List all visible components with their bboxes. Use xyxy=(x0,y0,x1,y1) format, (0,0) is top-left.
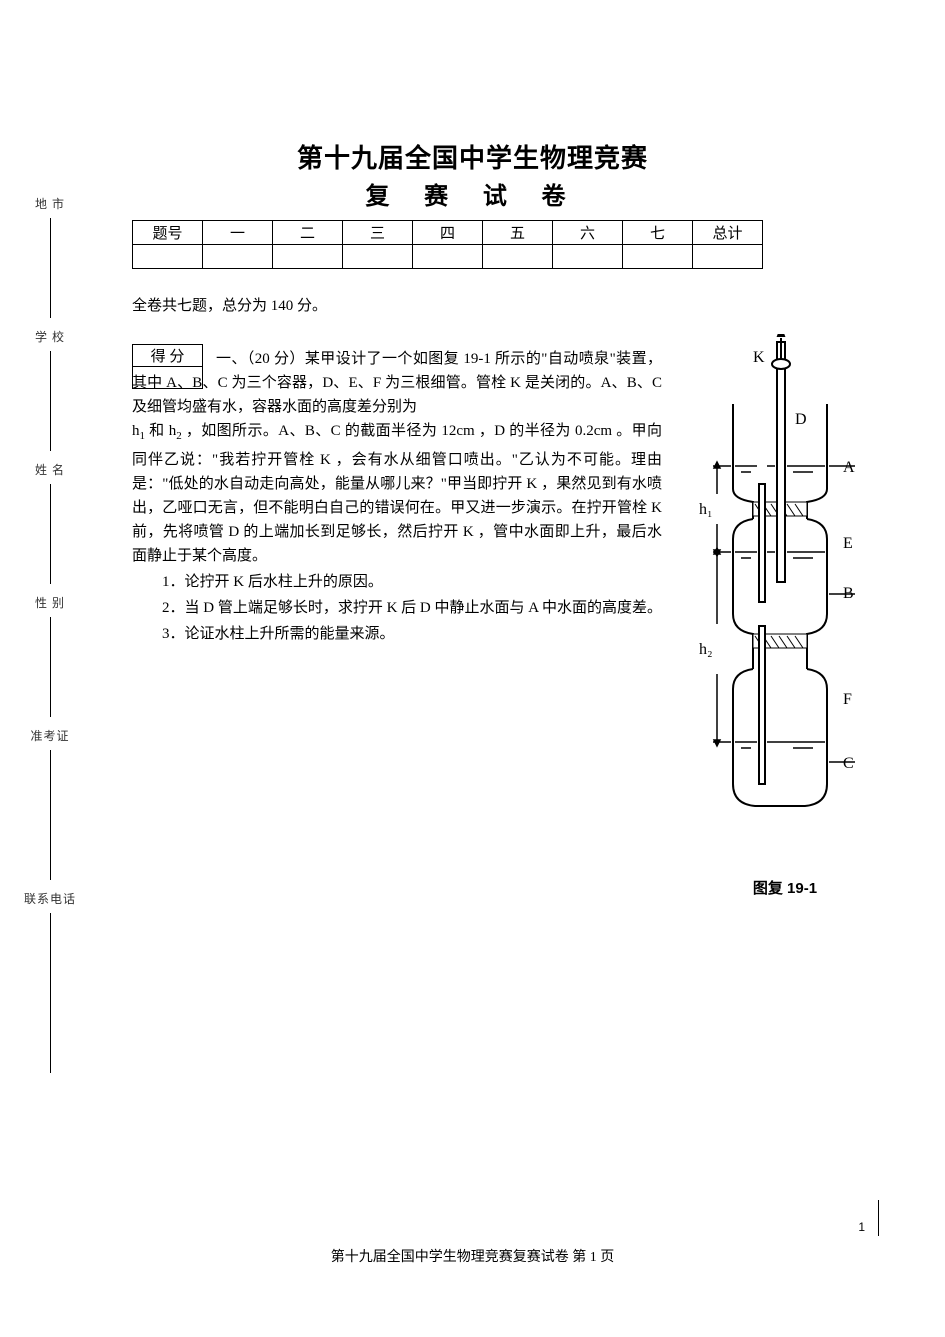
side-rule xyxy=(50,750,51,880)
side-rule xyxy=(50,351,51,451)
var-h: h xyxy=(132,423,140,439)
side-label: 联系电话 xyxy=(24,890,76,907)
lead-part: 一、（20 分）某甲设计了一个如图复 19-1 所示的"自动喷泉"装置，其中 A… xyxy=(132,351,662,415)
question-lead2: h1 和 h2 ，如图所示。A、B、C 的截面半径为 12cm ，D 的半径为 … xyxy=(132,419,662,568)
side-label: 学 校 xyxy=(35,328,65,345)
page: 地 市 学 校 姓 名 性 别 准考证 联系电话 第十九届全国中学生物理竞赛 复… xyxy=(0,0,945,1337)
header-cell: 二 xyxy=(273,221,343,245)
label-C: C xyxy=(843,755,854,772)
label-D: D xyxy=(795,411,807,428)
side-rule xyxy=(50,617,51,717)
header-cell: 三 xyxy=(343,221,413,245)
header-cell: 总计 xyxy=(693,221,763,245)
header-cell: 题号 xyxy=(133,221,203,245)
score-table: 题号 一 二 三 四 五 六 七 总计 xyxy=(132,220,763,269)
lead-part: ，如图所示。A、B、C 的截面半径为 12cm ，D 的半径为 0.2cm 。甲… xyxy=(132,423,662,564)
score-cell xyxy=(203,245,273,269)
label-K: K xyxy=(753,349,765,366)
side-rule xyxy=(50,913,51,1073)
side-item: 联系电话 xyxy=(30,890,70,1073)
score-cell xyxy=(483,245,553,269)
label-F: F xyxy=(843,691,852,708)
question-item: 2．当 D 管上端足够长时，求拧开 K 后 D 中静止水面与 A 中水面的高度差… xyxy=(132,596,662,620)
score-cell xyxy=(553,245,623,269)
info-line: 全卷共七题，总分为 140 分。 xyxy=(132,294,327,315)
side-label: 准考证 xyxy=(30,727,69,744)
header-cell: 七 xyxy=(623,221,693,245)
label-h1: h₁ xyxy=(699,501,713,518)
score-cell xyxy=(133,245,203,269)
header-cell: 五 xyxy=(483,221,553,245)
score-cell xyxy=(273,245,343,269)
label-A: A xyxy=(843,459,855,476)
score-cell xyxy=(413,245,483,269)
header-cell: 一 xyxy=(203,221,273,245)
page-number: 1 xyxy=(858,1220,865,1234)
score-cell xyxy=(693,245,763,269)
figure: K D A E B F C h₁ h₂ 图复 19-1 xyxy=(695,334,875,898)
title-sub: 复 赛 试 卷 xyxy=(0,176,945,211)
page-footer: 第十九届全国中学生物理竞赛复赛试卷 第 1 页 xyxy=(0,1246,945,1266)
table-row: 题号 一 二 三 四 五 六 七 总计 xyxy=(133,221,763,245)
side-item: 地 市 xyxy=(30,195,70,318)
side-item: 性 别 xyxy=(30,594,70,717)
header-cell: 四 xyxy=(413,221,483,245)
side-item: 准考证 xyxy=(30,727,70,880)
side-rule xyxy=(50,218,51,318)
side-rule xyxy=(50,484,51,584)
label-E: E xyxy=(843,535,853,552)
table-row xyxy=(133,245,763,269)
side-item: 学 校 xyxy=(30,328,70,451)
question-item: 1．论拧开 K 后水柱上升的原因。 xyxy=(132,570,662,594)
figure-caption: 图复 19-1 xyxy=(695,877,875,898)
label-h2: h₂ xyxy=(699,641,713,658)
score-cell xyxy=(623,245,693,269)
title-main: 第十九届全国中学生物理竞赛 xyxy=(0,138,945,175)
side-label: 性 别 xyxy=(35,594,65,611)
fountain-diagram-svg: K D A E B F C h₁ h₂ xyxy=(695,334,875,864)
question-body: 一、（20 分）某甲设计了一个如图复 19-1 所示的"自动喷泉"装置，其中 A… xyxy=(132,347,662,646)
lead-part: 和 h xyxy=(145,423,176,439)
side-label: 姓 名 xyxy=(35,461,65,478)
margin-rule xyxy=(878,1200,879,1236)
question-lead: 一、（20 分）某甲设计了一个如图复 19-1 所示的"自动喷泉"装置，其中 A… xyxy=(132,347,662,419)
header-cell: 六 xyxy=(553,221,623,245)
question-item: 3．论证水柱上升所需的能量来源。 xyxy=(132,622,662,646)
score-cell xyxy=(343,245,413,269)
binding-margin: 地 市 学 校 姓 名 性 别 准考证 联系电话 xyxy=(30,195,70,1083)
side-item: 姓 名 xyxy=(30,461,70,584)
